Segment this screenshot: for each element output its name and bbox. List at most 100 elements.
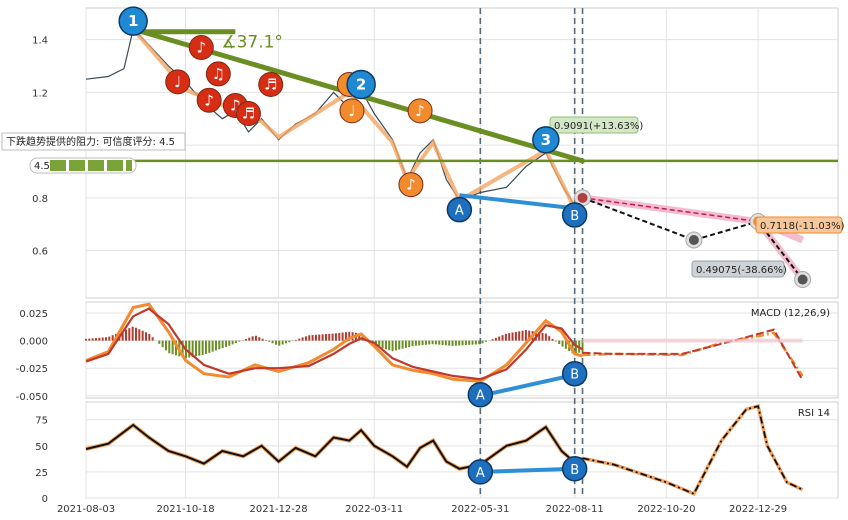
- wave-note-icon: ♪: [406, 176, 416, 194]
- rsi-ytick-label: 25: [35, 468, 48, 479]
- macd-histogram-bar: [144, 332, 147, 341]
- macd-histogram-bar: [208, 340, 211, 353]
- macd-histogram-bar: [454, 340, 457, 346]
- macd-histogram-bar: [458, 340, 461, 346]
- rating-bull-icon: [107, 160, 123, 171]
- low-target-label-box: [691, 260, 785, 278]
- macd-point-a: A: [476, 389, 485, 404]
- wave-note-marker: [165, 69, 191, 95]
- up-target-label-box: [549, 116, 639, 134]
- macd-histogram-bar: [408, 340, 411, 347]
- macd-histogram-bar: [541, 332, 544, 341]
- macd-histogram-bar: [164, 340, 167, 351]
- macd-divergence-line: [479, 372, 576, 398]
- macd-histogram-bar: [311, 335, 314, 341]
- rsi-title: RSI 14: [798, 408, 830, 419]
- macd-histogram-bar: [558, 340, 561, 345]
- macd-histogram-bar: [401, 340, 404, 349]
- rsi-ytick-label: 75: [35, 416, 48, 427]
- wave-note-icon: ♩: [348, 102, 355, 120]
- macd-histogram-bar: [244, 338, 247, 341]
- macd-histogram-bar: [388, 340, 391, 351]
- rating-score: 4.5: [34, 161, 50, 172]
- forecast-node: [688, 235, 699, 245]
- macd-histogram-bar: [98, 337, 101, 341]
- x-tick-label: 2021-08-03: [57, 504, 115, 515]
- macd-title: MACD (12,26,9): [751, 308, 830, 319]
- macd-histogram-bar: [238, 340, 241, 342]
- macd-histogram-bar: [561, 340, 564, 347]
- wave-note-marker: [235, 100, 261, 126]
- macd-histogram-bar: [254, 335, 257, 341]
- macd-histogram-bar: [108, 336, 111, 341]
- macd-histogram-bar: [481, 340, 484, 344]
- resistance-note: 下跌趋势提供的阻力: 可信度评分: 4.5: [6, 135, 175, 148]
- macd-point-a-circle: [467, 381, 494, 408]
- macd-histogram-bar: [514, 331, 517, 341]
- macd-histogram-bar: [501, 335, 504, 341]
- macd-histogram-bar: [248, 337, 251, 341]
- macd-histogram-bar: [328, 333, 331, 341]
- macd-histogram-bar: [341, 332, 344, 341]
- macd-histogram-bar: [251, 336, 254, 341]
- wave-note-marker: [398, 172, 424, 198]
- macd-histogram-bar: [151, 337, 154, 341]
- macd-histogram-bar: [394, 340, 397, 351]
- mid-target-label: 0.7118(-11.03%): [760, 221, 845, 232]
- macd-histogram-bar: [194, 340, 197, 357]
- macd-histogram-bar: [548, 336, 551, 341]
- macd-histogram-bar: [434, 340, 437, 345]
- macd-histogram-bar: [484, 340, 487, 342]
- price-point-b: B: [570, 209, 579, 224]
- macd-histogram-bar: [504, 333, 507, 341]
- rsi-point-a-circle: [467, 459, 494, 485]
- macd-dif-line: [85, 302, 583, 383]
- macd-histogram-bar: [398, 340, 401, 350]
- support-line-ab: [459, 193, 575, 211]
- macd-histogram-bar: [524, 330, 527, 341]
- wave-note-icon: ♪: [204, 91, 214, 109]
- macd-histogram-bar: [498, 336, 501, 341]
- macd-histogram-bar: [471, 340, 474, 345]
- macd-histogram-bar: [91, 338, 94, 341]
- macd-histogram-bar: [318, 334, 321, 341]
- rsi-ytick-label: 0: [42, 494, 48, 505]
- macd-histogram-bar: [158, 340, 161, 344]
- x-tick-label: 2022-10-20: [637, 504, 695, 515]
- forecast-bull-line: [582, 197, 759, 223]
- macd-histogram-bar: [441, 340, 444, 345]
- rating-half-bull-icon: [126, 160, 132, 171]
- macd-histogram-bar: [538, 332, 541, 341]
- macd-histogram-bar: [181, 340, 184, 358]
- macd-dea-line: [85, 307, 584, 381]
- macd-histogram-bar: [94, 338, 97, 341]
- rsi-point-b: B: [570, 463, 579, 478]
- macd-ytick-label: 0.025: [19, 309, 48, 320]
- x-tick-label: 2022-03-11: [345, 504, 403, 515]
- wave-note-icon: ♬: [264, 75, 277, 93]
- macd-histogram-bar: [348, 331, 351, 341]
- macd-histogram-bar: [124, 329, 127, 341]
- macd-histogram-bar: [171, 340, 174, 355]
- macd-histogram-bar: [141, 330, 144, 341]
- macd-histogram-bar: [391, 340, 394, 352]
- macd-histogram-bar: [384, 340, 387, 350]
- macd-histogram-bar: [331, 333, 334, 341]
- macd-histogram-bar: [334, 333, 337, 341]
- trend-angle-label: ∡37.1°: [221, 33, 283, 53]
- macd-histogram-bar: [214, 340, 217, 351]
- macd-histogram-bar: [288, 340, 291, 343]
- wave-point-3-circle: [532, 126, 560, 154]
- macd-histogram-bar: [221, 340, 224, 349]
- wave-point-1-circle: [118, 6, 148, 36]
- x-tick-label: 2022-12-29: [729, 504, 787, 515]
- resistance-note-box: [1, 132, 186, 151]
- macd-histogram-bar: [131, 326, 134, 341]
- wave-note-marker: [407, 98, 433, 124]
- macd-histogram-bar: [414, 340, 417, 346]
- macd-histogram-bar: [85, 338, 87, 341]
- rating-bull-icon: [69, 160, 85, 171]
- rating-bull-icon: [50, 160, 66, 171]
- wave-point-2-circle: [346, 69, 376, 100]
